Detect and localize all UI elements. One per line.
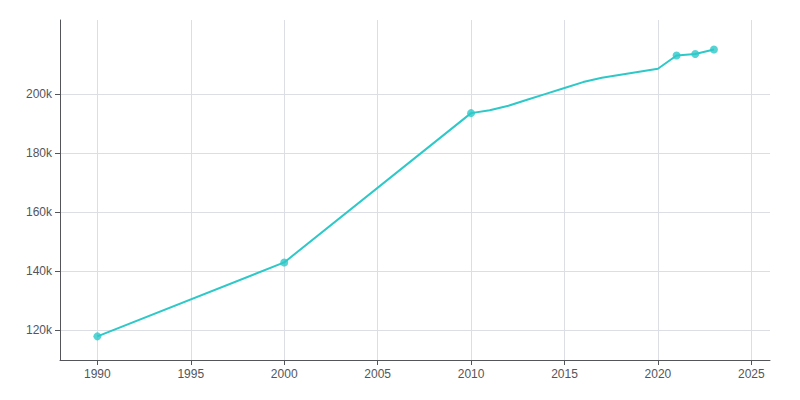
svg-text:2010: 2010 (458, 367, 485, 381)
svg-text:2015: 2015 (551, 367, 578, 381)
svg-text:140k: 140k (26, 264, 53, 278)
svg-text:120k: 120k (26, 323, 53, 337)
svg-text:180k: 180k (26, 146, 53, 160)
svg-text:1995: 1995 (177, 367, 204, 381)
svg-text:1990: 1990 (84, 367, 111, 381)
svg-text:2020: 2020 (645, 367, 672, 381)
svg-text:200k: 200k (26, 87, 53, 101)
svg-text:160k: 160k (26, 205, 53, 219)
svg-text:2025: 2025 (738, 367, 765, 381)
svg-text:2005: 2005 (364, 367, 391, 381)
svg-text:2000: 2000 (271, 367, 298, 381)
